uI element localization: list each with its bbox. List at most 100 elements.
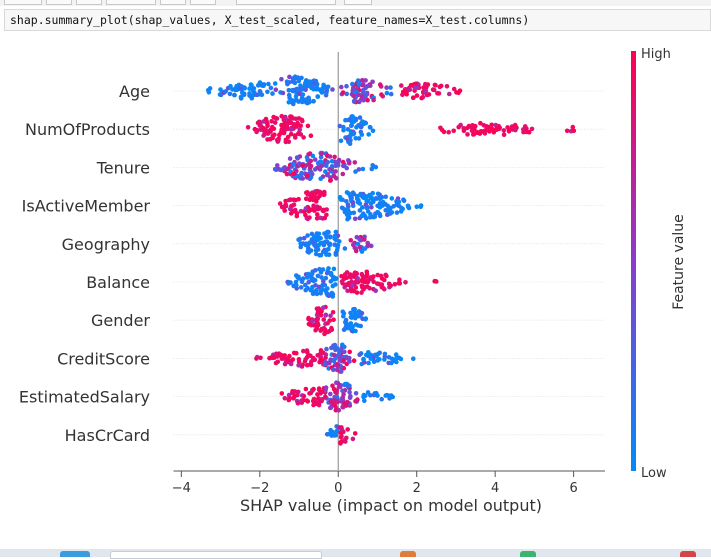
shap-point <box>357 352 362 358</box>
shap-point <box>407 87 413 92</box>
shap-point <box>306 321 312 327</box>
shap-point <box>454 90 459 95</box>
shap-point <box>348 321 354 326</box>
shap-point <box>257 123 263 128</box>
shap-point <box>333 169 338 174</box>
shap-point <box>318 288 324 294</box>
toolbar-button[interactable] <box>4 0 42 5</box>
x-axis-label: SHAP value (impact on model output) <box>240 496 542 515</box>
shap-point <box>343 275 349 280</box>
shap-point <box>281 122 286 128</box>
shap-point <box>366 360 371 366</box>
shap-point <box>306 79 311 84</box>
shap-point <box>306 271 311 277</box>
taskbar-app-icon[interactable] <box>400 551 416 557</box>
shap-point <box>340 404 346 410</box>
shap-point <box>268 85 274 91</box>
shap-point <box>311 86 317 92</box>
shap-point <box>331 266 337 272</box>
shap-point <box>324 346 329 352</box>
shap-point <box>366 132 372 137</box>
toolbar-button[interactable] <box>344 0 372 5</box>
feature-label: CreditScore <box>57 349 150 368</box>
taskbar-app-icon[interactable] <box>520 551 536 557</box>
shap-point <box>265 89 270 95</box>
shap-point <box>341 392 346 397</box>
toolbar-button[interactable] <box>76 0 102 5</box>
cell-type-select[interactable] <box>236 0 336 5</box>
shap-point <box>308 158 314 164</box>
shap-point <box>349 122 355 128</box>
shap-point <box>296 91 302 96</box>
shap-point <box>361 356 366 362</box>
toolbar-button[interactable] <box>160 0 186 5</box>
shap-point <box>359 249 365 254</box>
shap-point <box>501 128 507 133</box>
shap-point <box>360 205 365 210</box>
shap-point <box>382 286 387 292</box>
shap-point <box>393 352 399 357</box>
shap-point <box>324 172 330 178</box>
shap-point <box>364 274 369 279</box>
shap-point <box>312 291 317 296</box>
shap-point <box>570 124 576 130</box>
shap-point <box>287 74 292 80</box>
shap-point <box>512 122 518 128</box>
shap-point <box>352 216 358 222</box>
toolbar-button[interactable] <box>106 0 156 5</box>
toolbar-button[interactable] <box>190 0 216 5</box>
shap-point <box>354 234 360 240</box>
shap-point <box>352 431 358 436</box>
shap-point <box>356 92 361 98</box>
shap-point <box>328 177 334 183</box>
shap-point <box>291 283 296 289</box>
shap-point <box>360 273 366 279</box>
shap-point <box>323 313 329 318</box>
shap-point <box>321 305 326 311</box>
shap-point <box>275 163 280 168</box>
shap-point <box>337 195 343 200</box>
shap-point <box>370 79 375 85</box>
shap-point <box>360 78 365 83</box>
shap-point <box>481 123 487 128</box>
shap-point <box>315 212 320 217</box>
taskbar <box>0 549 711 557</box>
shap-point <box>526 129 532 135</box>
shap-point <box>329 327 335 333</box>
shap-point <box>315 310 321 315</box>
shap-point <box>332 242 337 247</box>
shap-point <box>307 215 312 220</box>
shap-point <box>315 273 321 279</box>
taskbar-app-icon[interactable] <box>680 551 696 557</box>
shap-point <box>340 309 346 315</box>
shap-point <box>304 348 310 353</box>
shap-point <box>312 234 317 239</box>
taskbar-app-icon[interactable] <box>60 551 90 557</box>
shap-point <box>301 393 307 399</box>
toolbar-button[interactable] <box>46 0 72 5</box>
code-cell[interactable]: shap.summary_plot(shap_values, X_test_sc… <box>4 9 711 31</box>
shap-point <box>330 283 336 289</box>
shap-point <box>399 83 404 88</box>
shap-point <box>361 82 366 87</box>
shap-point <box>277 201 283 206</box>
shap-point <box>300 176 306 181</box>
taskbar-search-box[interactable] <box>110 551 322 559</box>
shap-point <box>365 97 370 103</box>
shap-point <box>306 97 312 102</box>
shap-point <box>321 317 327 322</box>
shap-point <box>296 363 302 368</box>
shap-point <box>364 216 369 221</box>
shap-point <box>367 124 373 130</box>
shap-point <box>294 213 300 219</box>
shap-point <box>295 120 300 126</box>
shap-point <box>363 202 369 207</box>
shap-point <box>329 164 335 169</box>
shap-point <box>310 318 315 324</box>
shap-point <box>298 244 304 250</box>
shap-point <box>344 91 350 97</box>
shap-point <box>318 350 324 356</box>
shap-point <box>324 247 330 253</box>
shap-point <box>349 119 355 125</box>
feature-label: HasCrCard <box>65 426 150 445</box>
